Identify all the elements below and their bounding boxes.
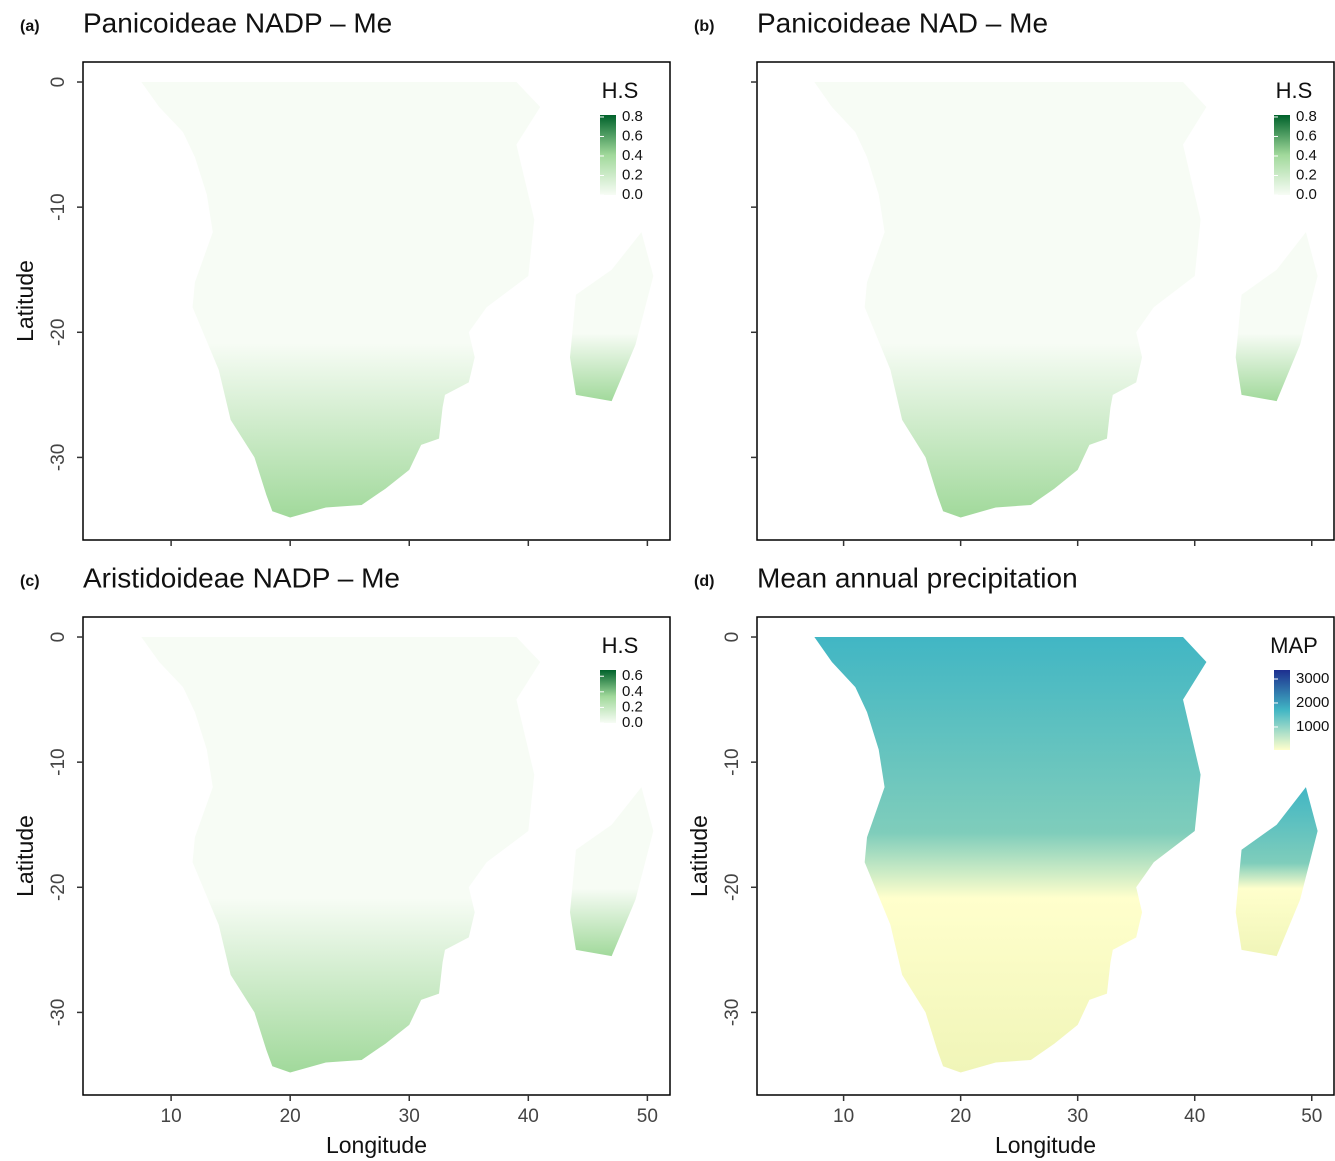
y-tick-label: -30	[722, 999, 743, 1026]
colorbar-tick-label: 0.0	[1296, 186, 1317, 203]
colorbar-tick-label: 0.0	[622, 714, 643, 731]
map-area	[814, 637, 1318, 1073]
colorbar-tick-label: 0.6	[622, 127, 643, 144]
colorbar-tick-label: 0.4	[1296, 147, 1317, 164]
colorbar-tick-label: 0.6	[1296, 127, 1317, 144]
panel-label: (d)	[694, 573, 714, 590]
x-tick-label: 50	[637, 1106, 658, 1127]
y-axis-label: Latitude	[12, 815, 38, 897]
panel-title: Panicoideae NAD – Me	[757, 7, 1048, 38]
x-tick-label: 10	[161, 1106, 182, 1127]
land	[1235, 232, 1318, 402]
panel: 10 20 30 40 50 0 -10 -20 -30 Longitude Latitude H.S…	[12, 562, 671, 1158]
map-area	[814, 82, 1318, 518]
y-axis-label: Latitude	[12, 260, 38, 342]
panel-label: (b)	[694, 18, 714, 35]
legend-title: MAP	[1270, 633, 1318, 658]
legend-title: H.S	[602, 633, 639, 658]
land	[569, 787, 654, 957]
panel: 10 20 30 40 50 0 -10 -20 -30 Longitude Latitude MAP…	[686, 562, 1335, 1158]
panel: 0 -10 -20 -30 Latitude H.S 0.8 0.6 0.4 0.2 0.0 (a) P…	[12, 7, 671, 546]
colorbar	[1274, 115, 1290, 195]
colorbar	[600, 670, 616, 723]
colorbar-tick-label: 0.4	[622, 147, 643, 164]
panel-label: (c)	[20, 573, 40, 590]
land	[141, 637, 541, 1073]
panel-title: Mean annual precipitation	[757, 562, 1078, 593]
colorbar-tick-label: 0.0	[622, 186, 643, 203]
x-tick-label: 20	[280, 1106, 301, 1127]
x-tick-label: 30	[1067, 1106, 1088, 1127]
y-tick-label: 0	[48, 77, 69, 88]
x-tick-label: 50	[1301, 1106, 1322, 1127]
land	[569, 232, 654, 402]
x-tick-label: 20	[950, 1106, 971, 1127]
colorbar-tick-label: 0.2	[1296, 166, 1317, 183]
land	[814, 82, 1207, 518]
land	[1235, 787, 1318, 957]
y-tick-label: -10	[48, 193, 69, 220]
plot-frame	[82, 616, 671, 1096]
plot-frame	[756, 616, 1335, 1096]
map-area	[141, 637, 654, 1073]
x-tick-label: 40	[1184, 1106, 1205, 1127]
y-tick-label: -10	[722, 748, 743, 775]
colorbar-tick-label: 0.8	[622, 108, 643, 125]
y-tick-label: 0	[722, 632, 743, 643]
y-tick-label: 0	[48, 632, 69, 643]
colorbar-tick-label: 0.2	[622, 698, 643, 715]
x-tick-label: 10	[833, 1106, 854, 1127]
colorbar-tick-label: 0.2	[622, 166, 643, 183]
y-tick-label: -30	[48, 444, 69, 471]
x-axis-label: Longitude	[995, 1132, 1096, 1158]
y-tick-label: -20	[48, 874, 69, 901]
colorbar-tick-label: 0.6	[622, 667, 643, 684]
y-tick-label: -20	[722, 874, 743, 901]
x-tick-label: 40	[518, 1106, 539, 1127]
colorbar-tick-label: 1000	[1296, 718, 1329, 735]
y-tick-label: -30	[48, 999, 69, 1026]
colorbar	[600, 115, 616, 195]
x-tick-label: 30	[399, 1106, 420, 1127]
legend-title: H.S	[602, 78, 639, 103]
panel-title: Panicoideae NADP – Me	[83, 7, 392, 38]
colorbar-tick-label: 2000	[1296, 694, 1329, 711]
y-axis-label: Latitude	[686, 815, 712, 897]
plot-frame	[756, 61, 1335, 541]
panel: H.S 0.8 0.6 0.4 0.2 0.0 (b) Panicoideae NAD – M…	[694, 7, 1335, 546]
colorbar-tick-label: 0.8	[1296, 108, 1317, 125]
x-axis-label: Longitude	[326, 1132, 427, 1158]
y-tick-label: -10	[48, 748, 69, 775]
colorbar	[1274, 670, 1290, 750]
panel-title: Aristidoideae NADP – Me	[83, 562, 400, 593]
land	[141, 82, 541, 518]
panel-label: (a)	[20, 18, 40, 35]
y-tick-label: -20	[48, 319, 69, 346]
colorbar-tick-label: 3000	[1296, 670, 1329, 687]
map-area	[141, 82, 654, 518]
plot-frame	[82, 61, 671, 541]
legend-title: H.S	[1276, 78, 1313, 103]
land	[814, 637, 1207, 1073]
colorbar-tick-label: 0.4	[622, 683, 643, 700]
